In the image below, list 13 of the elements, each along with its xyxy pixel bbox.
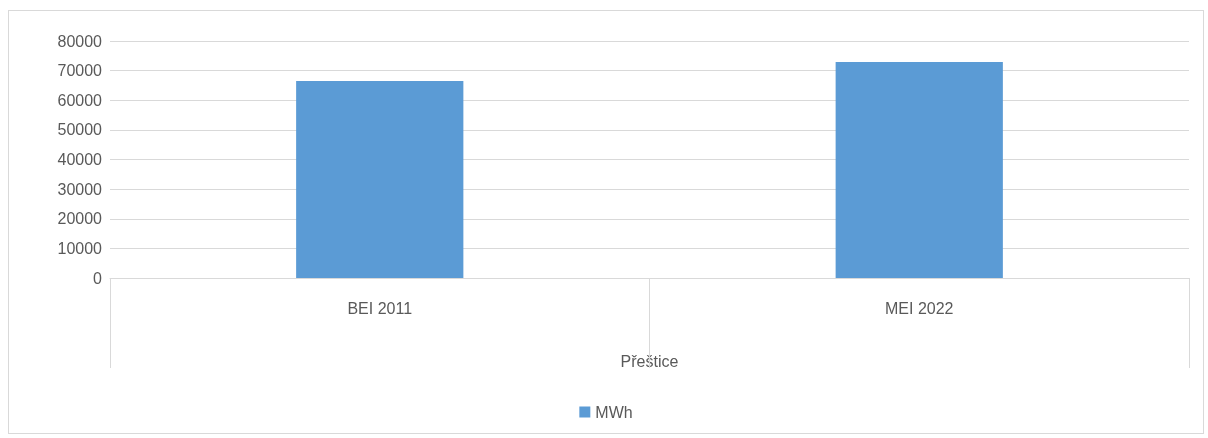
- y-tick-label: 60000: [57, 91, 103, 109]
- y-tick-label: 10000: [57, 239, 103, 257]
- legend-label: MWh: [595, 403, 633, 421]
- y-tick-label: 70000: [57, 62, 103, 80]
- y-tick-label: 30000: [57, 180, 103, 198]
- y-tick-label: 80000: [57, 32, 103, 50]
- y-tick-label: 50000: [57, 121, 103, 139]
- x-axis-title: Přeštice: [620, 352, 679, 370]
- y-tick-label: 20000: [57, 210, 103, 228]
- y-tick-label: 40000: [57, 151, 103, 168]
- x-tick-label: BEI 2011: [347, 299, 413, 317]
- x-tick-label: MEI 2022: [885, 299, 954, 317]
- y-tick-label: 0: [93, 269, 103, 287]
